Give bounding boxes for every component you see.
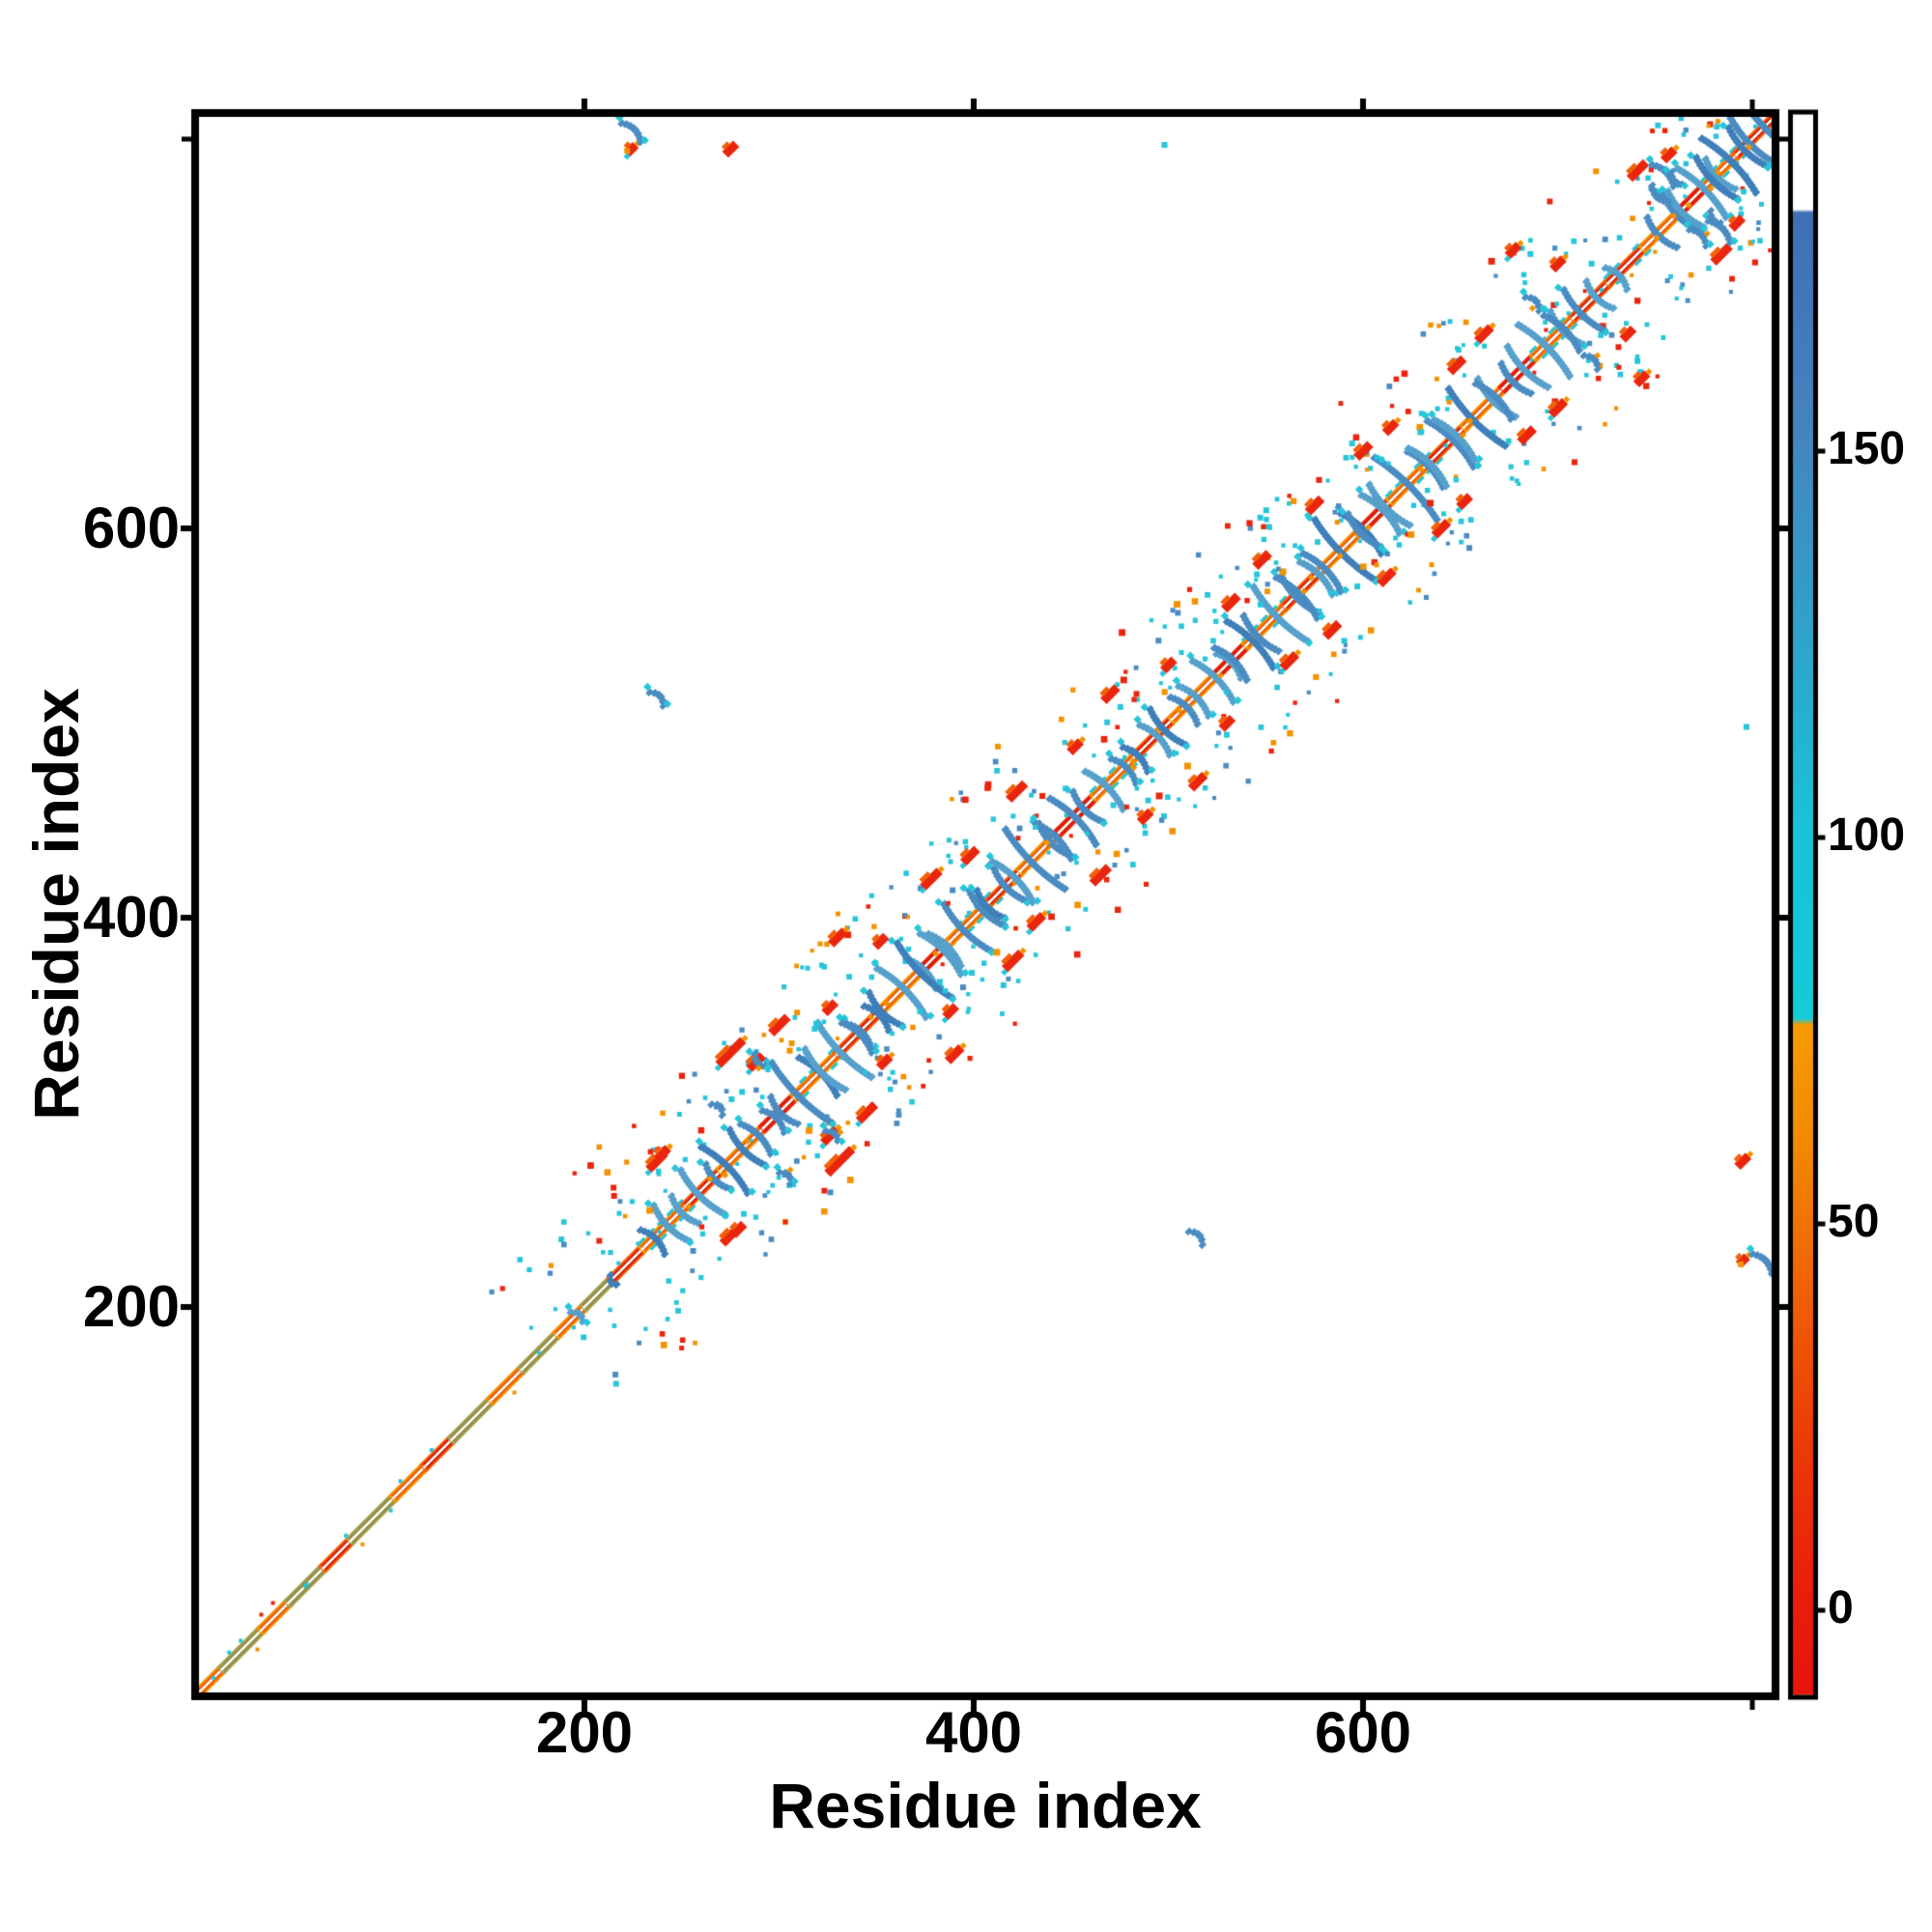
x-tick-label-200: 200	[535, 1700, 634, 1765]
colorbar-tick-label-50: 50	[1828, 1196, 1880, 1247]
x-tick-label-600: 600	[1314, 1700, 1412, 1765]
x-axis-title: Residue index	[769, 1770, 1202, 1841]
x-tick-label-400: 400	[924, 1700, 1023, 1765]
y-tick-label-200: 200	[82, 1274, 180, 1339]
y-tick-label-600: 600	[82, 496, 180, 560]
colorbar-tick-label-0: 0	[1828, 1582, 1854, 1634]
y-axis-title: Residue index	[20, 688, 92, 1121]
colorbar-tick-label-100: 100	[1828, 810, 1906, 861]
y-tick-label-400: 400	[82, 885, 180, 950]
colorbar-tick-label-150: 150	[1828, 423, 1906, 474]
